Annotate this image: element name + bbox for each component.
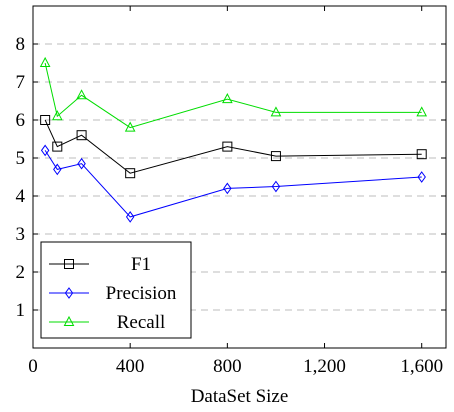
precision-point — [417, 171, 426, 183]
legend: F1 Precision Recall — [40, 241, 192, 339]
x-tick-label: 0 — [28, 356, 38, 377]
plot-frame — [32, 5, 447, 349]
f1-point — [40, 115, 51, 125]
legend-label-precision: Precision — [106, 283, 177, 304]
legend-marker-f1 — [64, 259, 74, 269]
legend-label-f1: F1 — [131, 254, 151, 275]
f1-point — [76, 130, 87, 141]
precision-point — [223, 182, 232, 195]
precision-point — [125, 211, 135, 223]
recall-point — [76, 89, 87, 100]
precision-point — [77, 157, 86, 170]
legend-marker-precision — [64, 287, 74, 299]
x-tick-label: 1,600 — [400, 356, 443, 377]
y-tick-label: 2 — [16, 262, 26, 283]
recall-point — [270, 106, 282, 117]
y-tick-label: 3 — [16, 224, 26, 245]
tick-labels: 1 2 3 4 5 6 7 8 0 400 800 1,200 1,600 — [16, 34, 444, 377]
x-tick-label: 800 — [213, 356, 242, 377]
x-axis-title: DataSet Size — [191, 386, 289, 407]
legend-label-recall: Recall — [117, 312, 166, 333]
y-tick-label: 7 — [16, 72, 26, 93]
y-tick-label: 4 — [16, 186, 26, 207]
f1-line — [44, 119, 422, 174]
y-tick-label: 6 — [16, 110, 26, 131]
grid-lines — [33, 43, 446, 311]
recall-point — [124, 121, 136, 132]
f1-point — [270, 151, 281, 162]
f1-point — [125, 168, 136, 179]
x-tick-label: 400 — [116, 356, 145, 377]
series-group — [39, 56, 428, 223]
precision-line — [44, 150, 422, 218]
x-tick-label: 1,200 — [303, 356, 346, 377]
recall-point — [39, 56, 51, 67]
recall-line — [44, 62, 422, 129]
recall-point — [416, 106, 428, 117]
axis-ticks — [32, 6, 446, 348]
precision-point — [53, 163, 62, 176]
y-tick-label: 5 — [16, 148, 26, 169]
f1-point — [222, 141, 233, 152]
precision-point — [40, 144, 50, 157]
f1-point — [52, 141, 63, 152]
y-tick-label: 1 — [16, 300, 26, 321]
f1-point — [416, 149, 427, 160]
legend-marker-recall — [63, 315, 75, 326]
recall-point — [222, 93, 233, 104]
precision-point — [271, 180, 281, 193]
recall-point — [51, 110, 63, 121]
y-tick-label: 8 — [16, 34, 26, 55]
